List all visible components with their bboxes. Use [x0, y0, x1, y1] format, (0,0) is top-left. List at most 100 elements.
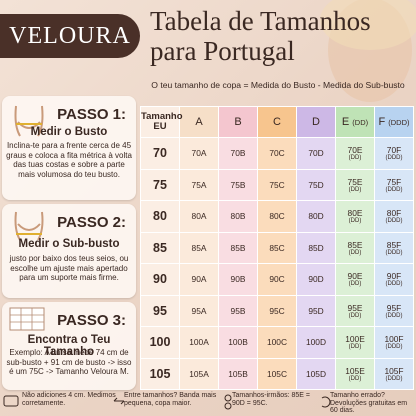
- size-code: 95A: [191, 305, 207, 316]
- size-cell: 80C: [257, 200, 297, 233]
- size-note: (DDD): [385, 155, 403, 162]
- band-size: 70: [140, 137, 180, 170]
- size-code: 90A: [191, 274, 207, 285]
- size-cell: 75B: [218, 168, 258, 201]
- size-code: 90E: [347, 271, 363, 282]
- size-cell: 95D: [296, 294, 336, 327]
- size-note: (DD): [348, 186, 362, 193]
- size-code: 105B: [228, 368, 248, 379]
- size-code: 100C: [266, 337, 288, 348]
- size-cell: 95F (DDD): [374, 294, 414, 327]
- size-cell: 90A: [179, 263, 219, 296]
- size-cell: 75E (DD): [335, 168, 375, 201]
- size-cell: 105E (DD): [335, 357, 375, 390]
- size-cell: 70E (DD): [335, 137, 375, 170]
- size-cell: 75D: [296, 168, 336, 201]
- size-cell: 105C: [257, 357, 297, 390]
- size-cell: 70D: [296, 137, 336, 170]
- size-cell: 95C: [257, 294, 297, 327]
- size-cell: 100E (DD): [335, 326, 375, 359]
- size-note: (DDD): [385, 218, 403, 225]
- background-portrait: [320, 0, 416, 102]
- size-code: 70A: [191, 148, 207, 159]
- size-code: 95B: [230, 305, 246, 316]
- column-header: C: [257, 106, 297, 138]
- size-code: 75C: [269, 179, 285, 190]
- size-code: 80B: [230, 211, 246, 222]
- size-code: 90D: [308, 274, 324, 285]
- size-note: (DDD): [385, 281, 403, 288]
- size-cell: 70A: [179, 137, 219, 170]
- size-cell: 95E (DD): [335, 294, 375, 327]
- size-cell: 100D: [296, 326, 336, 359]
- footer-icons: [3, 394, 331, 410]
- size-code: 85A: [191, 242, 207, 253]
- size-cell: 70C: [257, 137, 297, 170]
- footer-note: Tamanhos-irmãos: 85E = 90D = 95C.: [232, 392, 311, 407]
- size-code: 100E: [345, 334, 365, 345]
- size-note: (DD): [348, 281, 362, 288]
- size-code: 80D: [308, 211, 324, 222]
- size-cell: 70B: [218, 137, 258, 170]
- size-code: 95E: [347, 302, 363, 313]
- size-code: 85E: [347, 239, 363, 250]
- size-cell: 100F (DDD): [374, 326, 414, 359]
- size-cell: 85B: [218, 231, 258, 264]
- size-code: 70E: [347, 145, 363, 156]
- chart-icon: [9, 307, 45, 331]
- size-note: (DDD): [385, 344, 403, 351]
- size-cell: 75A: [179, 168, 219, 201]
- column-header: E (DD): [335, 106, 375, 138]
- size-code: 90B: [230, 274, 246, 285]
- size-row: 70 70A 70B 70C 70D 70E (DD) 70F (DDD): [140, 137, 414, 170]
- footer-note: Entre tamanhos? Banda mais pequena, copa…: [124, 392, 217, 407]
- step-title: PASSO 1:: [57, 106, 126, 123]
- size-code: 80F: [386, 208, 402, 219]
- size-code: 70C: [269, 148, 285, 159]
- step-title: PASSO 3:: [57, 312, 126, 329]
- step-heading: Medir o Busto: [30, 126, 108, 138]
- footer-note: Não adiciones 4 cm. Medimos corretamente…: [22, 392, 116, 407]
- size-code: 75F: [386, 176, 402, 187]
- size-cell: 80F (DDD): [374, 200, 414, 233]
- step-title: PASSO 2:: [57, 214, 126, 231]
- size-code: 100B: [228, 337, 248, 348]
- size-code: 105C: [266, 368, 288, 379]
- step-heading: Medir o Sub-busto: [18, 238, 120, 250]
- column-name: C: [273, 116, 281, 128]
- step-text: Inclina-te para a frente cerca de 45 gra…: [6, 141, 132, 179]
- column-note: (DDD): [388, 118, 410, 127]
- size-code: 90F: [386, 271, 402, 282]
- size-row: 75 75A 75B 75C 75D 75E (DD) 75F (DDD): [140, 168, 414, 201]
- size-row: 90 90A 90B 90C 90D 90E (DD) 90F (DDD): [140, 263, 414, 296]
- size-code: 80C: [269, 211, 285, 222]
- column-note: (DD): [352, 118, 369, 127]
- step-text: Exemplo: A Luísa mede 74 cm de sub-busto…: [6, 348, 132, 377]
- size-row: 100 100A 100B 100C 100D 100E (DD) 100F (DDD): [140, 326, 414, 359]
- column-header: Tamanho EU: [140, 106, 183, 138]
- size-code: 70D: [308, 148, 324, 159]
- column-header: D: [296, 106, 336, 138]
- column-name: B: [234, 116, 242, 128]
- size-row: 80 80A 80B 80C 80D 80E (DD) 80F (DDD): [140, 200, 414, 233]
- formula: O teu tamanho de copa = Medida do Busto …: [151, 80, 405, 90]
- size-row: 85 85A 85B 85C 85D 85E (DD) 85F (DDD): [140, 231, 414, 264]
- size-code: 70F: [386, 145, 402, 156]
- band-size: 85: [140, 231, 180, 264]
- size-code: 105E: [345, 365, 365, 376]
- size-cell: 85F (DDD): [374, 231, 414, 264]
- band-size: 90: [140, 263, 180, 296]
- size-cell: 85C: [257, 231, 297, 264]
- size-cell: 100C: [257, 326, 297, 359]
- size-cell: 105F (DDD): [374, 357, 414, 390]
- size-cell: 80B: [218, 200, 258, 233]
- size-code: 100A: [189, 337, 209, 348]
- size-code: 85F: [386, 239, 402, 250]
- size-code: 85D: [308, 242, 324, 253]
- bust-icon: [14, 105, 44, 137]
- size-cell: 90D: [296, 263, 336, 296]
- size-cell: 70F (DDD): [374, 137, 414, 170]
- step-card: PASSO 1: Medir o Busto Inclina-te para a…: [2, 96, 136, 200]
- size-cell: 90C: [257, 263, 297, 296]
